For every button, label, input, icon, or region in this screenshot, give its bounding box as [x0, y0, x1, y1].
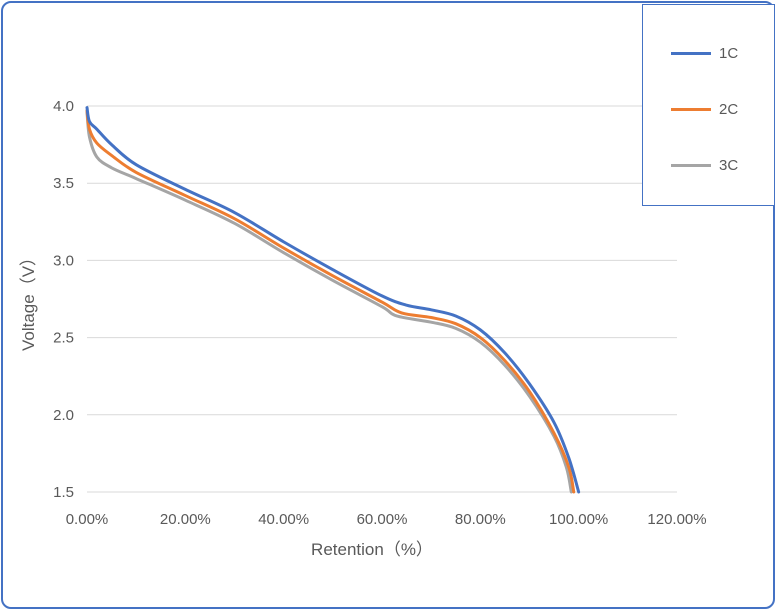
legend-label-2c: 2C — [719, 100, 739, 118]
series-line-3c — [85, 110, 573, 494]
legend-item-2c: 2C — [671, 99, 738, 119]
legend-swatch-3c — [671, 163, 711, 167]
legend-label-1c: 1C — [719, 44, 739, 62]
x-tick-label: 0.00% — [66, 511, 109, 528]
series-line-1c — [85, 106, 581, 494]
y-tick-label: 1.5 — [53, 484, 74, 501]
gridlines — [87, 105, 677, 493]
y-tick-labels: 1.5 2.0 2.5 3.0 3.5 4.0 — [53, 98, 74, 501]
legend-label-3c: 3C — [719, 156, 739, 174]
legend: 1C 2C 3C — [642, 4, 775, 206]
x-tick-label: 60.00% — [357, 511, 408, 528]
y-tick-label: 3.5 — [53, 175, 74, 192]
y-tick-label: 2.5 — [53, 330, 74, 347]
x-tick-label: 20.00% — [160, 511, 211, 528]
x-axis-title: Retention（%） — [311, 540, 433, 559]
legend-item-1c: 1C — [671, 43, 738, 63]
x-tick-labels: 0.00% 20.00% 40.00% 60.00% 80.00% 100.00% 120.… — [66, 511, 707, 528]
legend-item-3c: 3C — [671, 155, 738, 175]
y-tick-label: 3.0 — [53, 252, 74, 269]
series-lines — [85, 106, 581, 494]
x-tick-label: 40.00% — [258, 511, 309, 528]
legend-swatch-2c — [671, 107, 711, 111]
x-tick-label: 120.00% — [647, 511, 706, 528]
y-tick-label: 2.0 — [53, 407, 74, 424]
y-axis-title: Voltage（V） — [19, 249, 38, 351]
legend-swatch-1c — [671, 51, 711, 55]
y-tick-label: 4.0 — [53, 98, 74, 115]
x-tick-label: 80.00% — [455, 511, 506, 528]
x-tick-label: 100.00% — [549, 511, 608, 528]
series-line-2c — [85, 109, 576, 494]
